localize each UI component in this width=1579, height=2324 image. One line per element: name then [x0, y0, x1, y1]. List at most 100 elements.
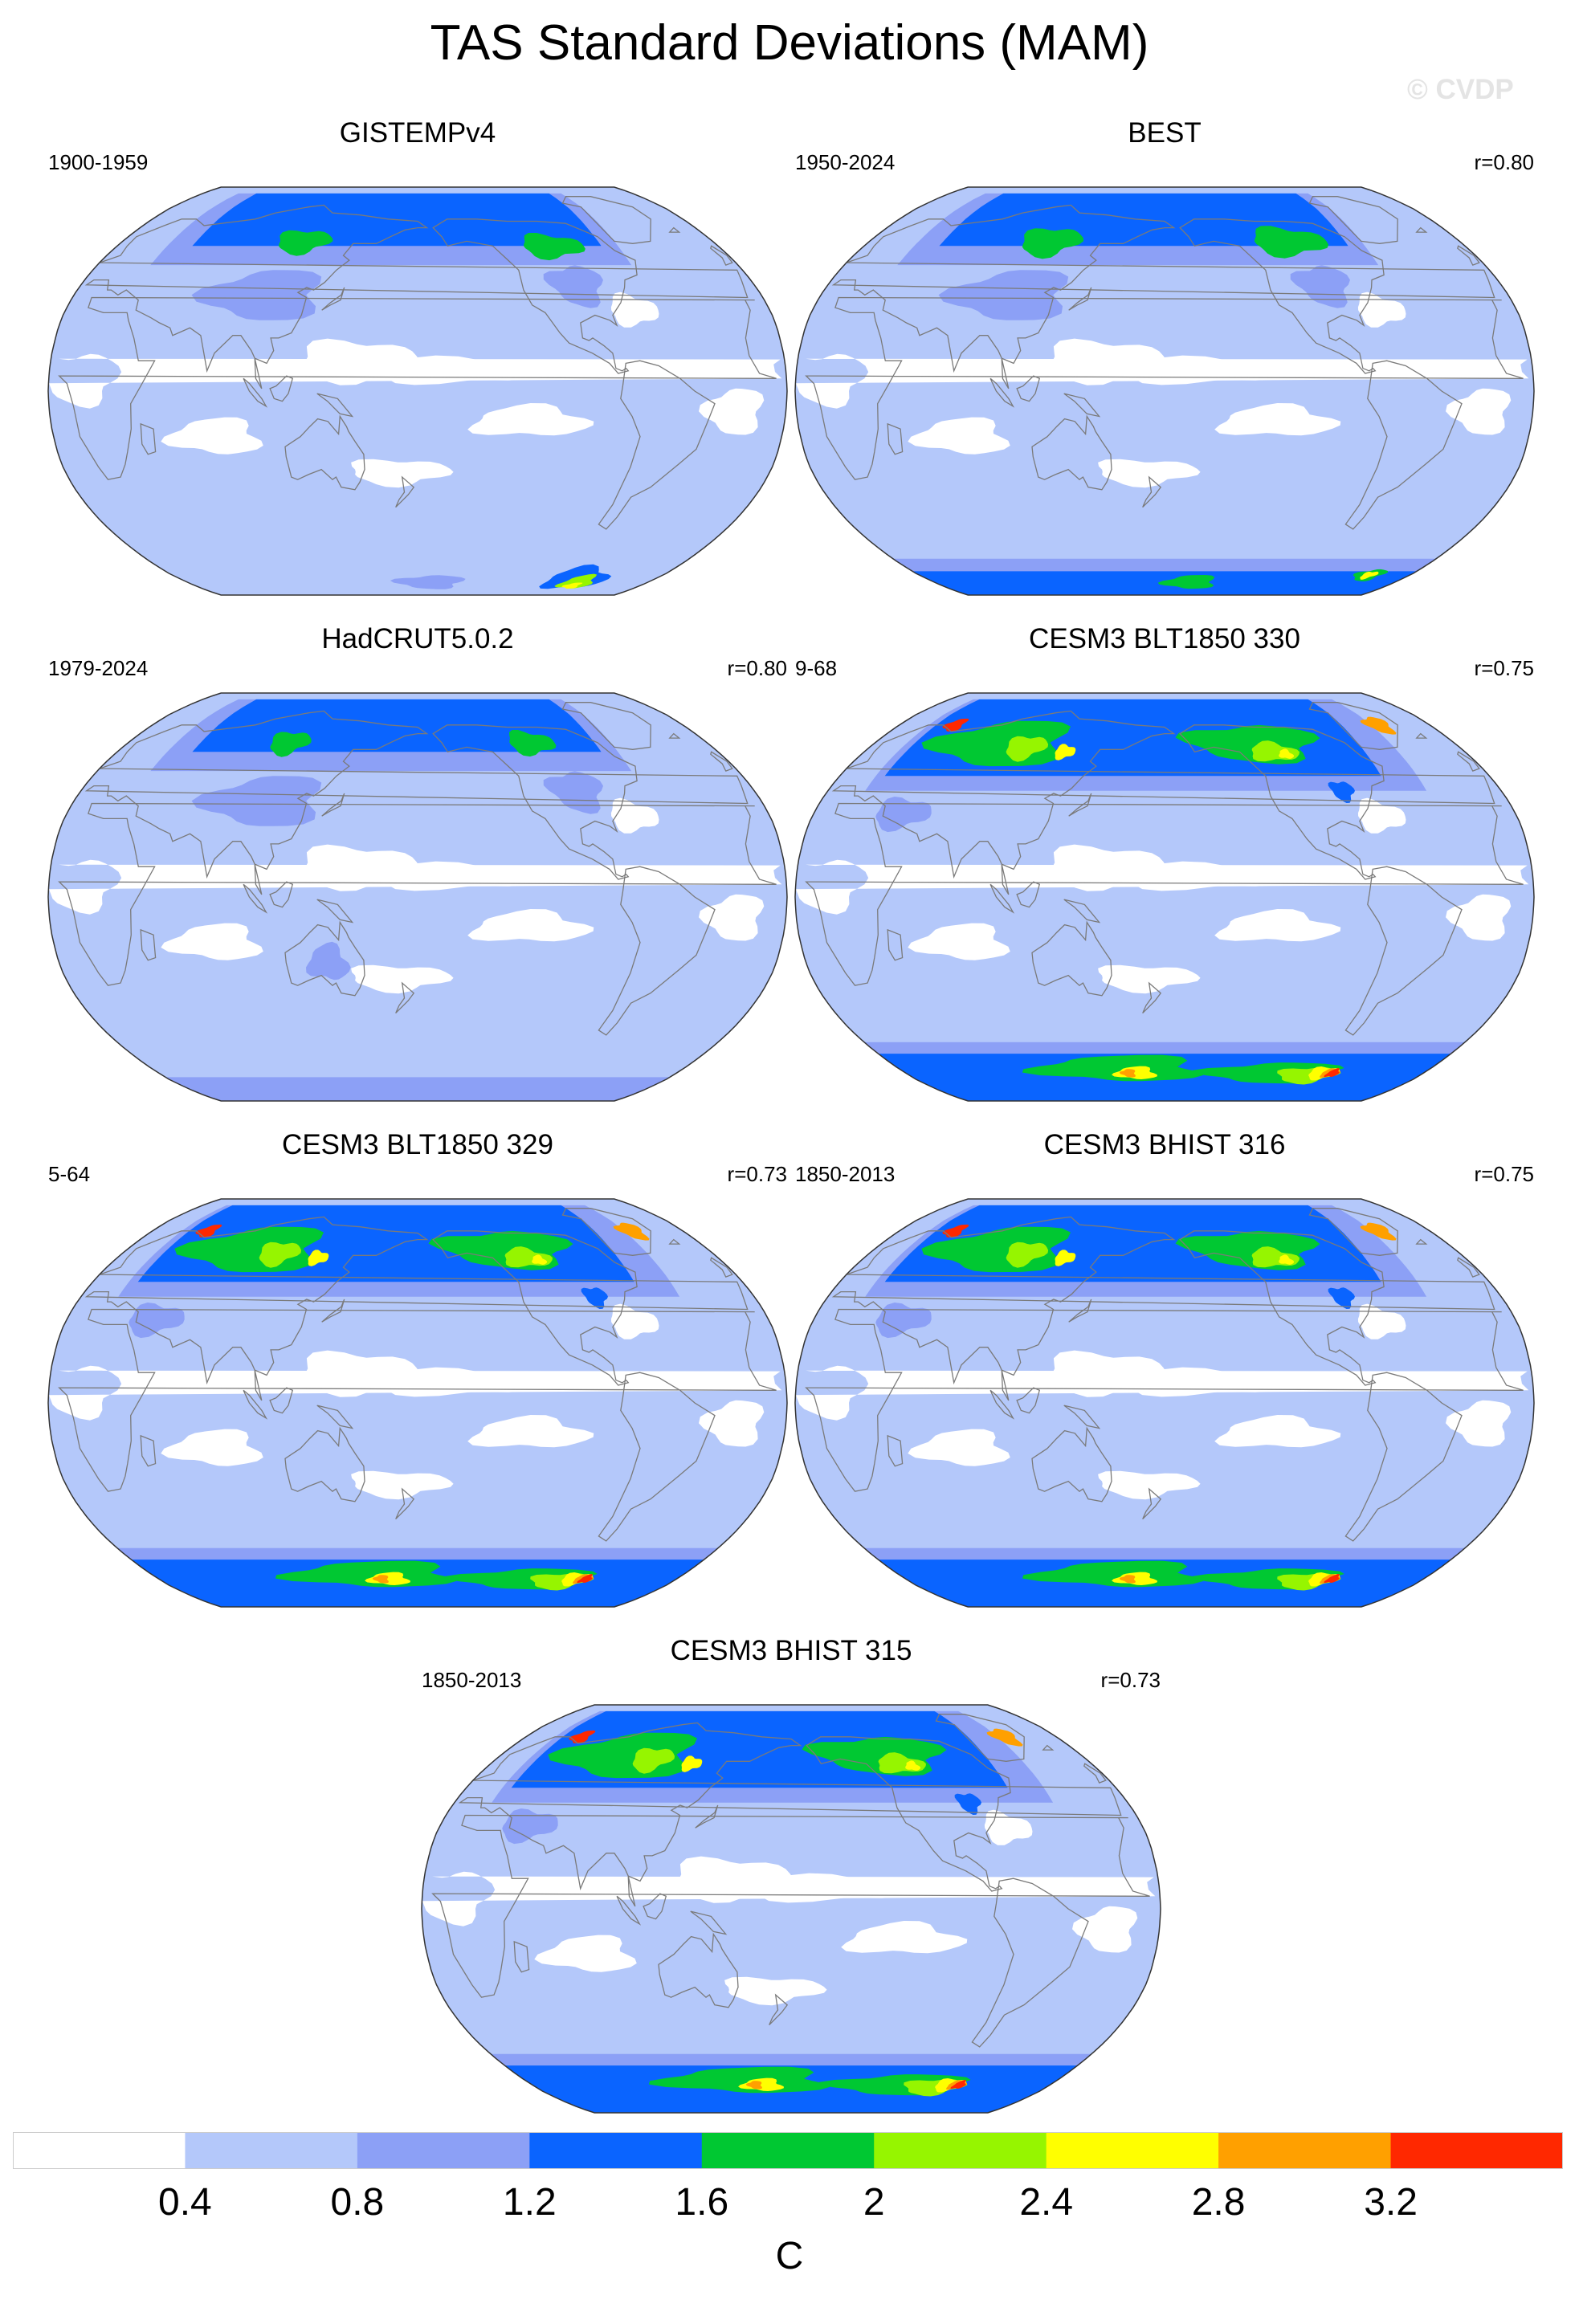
coastline	[1308, 1208, 1398, 1256]
coastline	[598, 866, 716, 1036]
coastline	[316, 899, 354, 923]
panel-title: BEST	[1128, 117, 1202, 149]
coastline	[58, 296, 777, 480]
contour-region	[467, 1415, 594, 1448]
contour-region	[1119, 1575, 1136, 1584]
coastline	[316, 393, 354, 418]
panel-correlation: r=0.73	[1100, 1668, 1161, 1692]
panel-correlation: r=0.75	[1474, 1162, 1534, 1186]
coastline	[831, 1216, 1495, 1401]
panel-period: 5-64	[48, 1162, 91, 1186]
contour-region	[351, 1470, 454, 1500]
coastline	[561, 1208, 651, 1256]
coastline	[971, 1878, 1089, 2048]
coastlines	[805, 702, 1524, 1036]
colorbar-border	[13, 2132, 1563, 2169]
map-outline	[794, 186, 1535, 596]
coastline	[1457, 751, 1480, 772]
colorbar-tick-label: 1.6	[675, 2181, 729, 2224]
map-panel-hadcrut: HadCRUT5.0.2 1979-2024 r=0.80	[47, 622, 788, 1104]
coastlines	[58, 702, 777, 1036]
contour-region	[1328, 1287, 1355, 1309]
coastline	[284, 1426, 365, 1502]
coastline	[58, 802, 777, 986]
map-panel-gistemp: GISTEMPv4 1900-1959	[47, 116, 788, 598]
coastline	[395, 1487, 415, 1520]
map-panel-blt1850-330: CESM3 BLT1850 330 9-68 r=0.75	[794, 622, 1535, 1104]
contour-region	[699, 894, 765, 941]
coastlines	[805, 1208, 1524, 1542]
contour-region	[1006, 736, 1049, 762]
map-field	[795, 187, 1534, 595]
contour-region	[1112, 1572, 1157, 1585]
coastline	[1142, 1487, 1162, 1520]
map-field	[795, 1199, 1534, 1607]
coastline	[690, 1910, 728, 1935]
contour-region	[950, 2080, 966, 2090]
contour-region	[1098, 964, 1201, 994]
panel-period: 9-68	[795, 656, 838, 680]
coastline	[458, 1722, 1122, 1907]
contour-region	[745, 2081, 762, 2090]
contour-region	[1279, 1254, 1295, 1265]
contour-region	[1119, 1069, 1136, 1078]
coastline	[140, 928, 157, 961]
map-outline	[47, 692, 788, 1102]
coastline	[887, 422, 904, 455]
coastline	[695, 1804, 719, 1829]
coastline	[668, 226, 681, 233]
colorbar-tick-label: 1.2	[502, 2181, 557, 2224]
coastline	[1016, 375, 1041, 402]
colorbar-swatch	[1390, 2132, 1563, 2169]
contour-region	[795, 1365, 1529, 1421]
coastline	[1068, 793, 1092, 817]
coastline	[1063, 1405, 1101, 1429]
contour-region	[875, 797, 932, 833]
contour-region	[308, 1250, 329, 1266]
panel-correlation: r=0.73	[727, 1162, 787, 1186]
coastline	[561, 702, 651, 750]
contour-region	[577, 1574, 593, 1584]
coastline	[1179, 1230, 1385, 1386]
map-best	[794, 186, 1535, 596]
coastline	[710, 751, 733, 772]
panel-period: 1900-1959	[48, 150, 149, 174]
contour-region	[543, 771, 603, 814]
contour-region	[48, 353, 782, 409]
coastline	[513, 1940, 530, 1973]
contour-region	[351, 459, 454, 488]
coastline	[321, 793, 345, 817]
contour-region	[1357, 797, 1406, 834]
contour-region	[738, 2077, 784, 2091]
contour-region	[1357, 1303, 1406, 1339]
contour-region	[1290, 265, 1350, 308]
map-panel-bhist-316: CESM3 BHIST 316 1850-2013 r=0.75	[794, 1128, 1535, 1610]
coastline	[1016, 881, 1041, 908]
contour-region	[908, 417, 1010, 455]
coastline	[1031, 1426, 1112, 1502]
contour-region	[554, 573, 598, 589]
contour-region	[1360, 716, 1397, 735]
coastline	[806, 1736, 1011, 1892]
contour-region	[259, 1242, 302, 1268]
contour-region	[270, 732, 312, 757]
contour-region	[539, 564, 612, 589]
coastline	[1083, 1763, 1107, 1784]
coastline	[140, 422, 157, 455]
colorbar-swatch	[701, 2132, 875, 2169]
colorbar-swatch	[1218, 2132, 1392, 2169]
contour-region	[532, 1254, 548, 1265]
contour-region	[1072, 1906, 1138, 1953]
contour-region	[1006, 1242, 1049, 1268]
coastline	[989, 883, 1015, 914]
coastline	[284, 920, 365, 997]
contour-region	[681, 1755, 703, 1772]
map-field	[48, 187, 787, 595]
contour-region	[509, 730, 557, 757]
contour-region	[632, 1747, 675, 1774]
contour-region	[467, 403, 594, 436]
coastline	[1068, 1299, 1092, 1323]
contour-region	[1254, 226, 1329, 259]
contour-region	[548, 1732, 697, 1779]
coastline	[598, 360, 716, 530]
